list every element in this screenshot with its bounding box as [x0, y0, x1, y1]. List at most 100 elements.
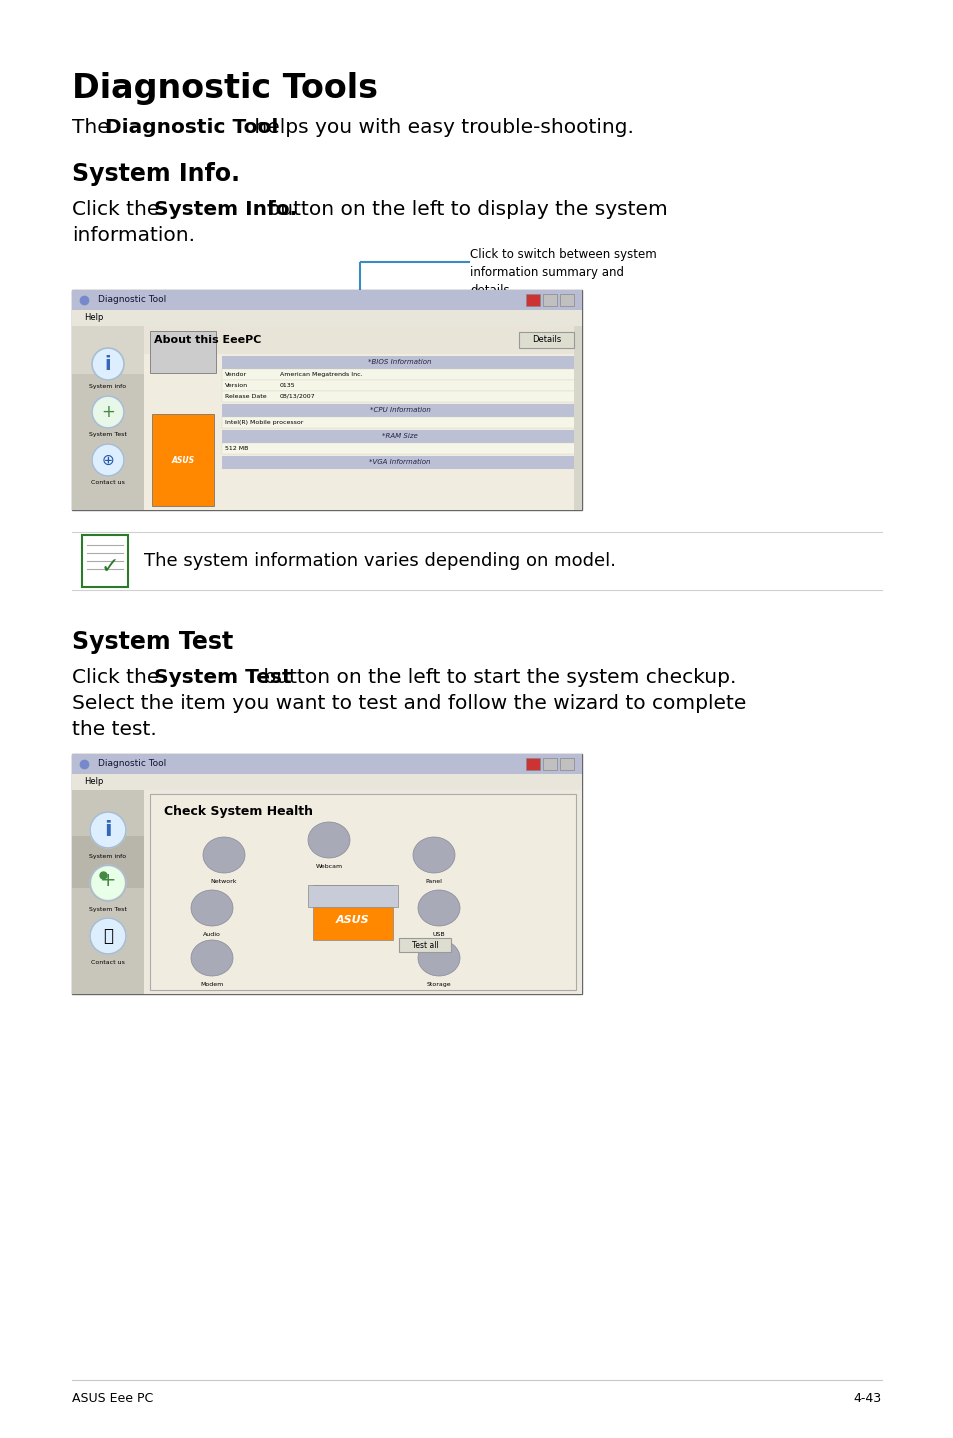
- Text: +: +: [100, 871, 116, 890]
- Bar: [398, 938, 451, 952]
- Text: i: i: [104, 820, 112, 840]
- Ellipse shape: [413, 837, 455, 873]
- Text: Intel(R) Mobile processor: Intel(R) Mobile processor: [225, 420, 303, 426]
- Text: System Info.: System Info.: [71, 162, 240, 186]
- Text: *CPU Information: *CPU Information: [369, 407, 430, 414]
- Text: the test.: the test.: [71, 720, 156, 739]
- Circle shape: [90, 866, 126, 902]
- Text: ✓: ✓: [101, 557, 119, 577]
- Ellipse shape: [308, 823, 350, 858]
- Ellipse shape: [191, 940, 233, 976]
- Text: Click the: Click the: [71, 200, 166, 219]
- Text: 0135: 0135: [280, 383, 295, 388]
- Text: ⊕: ⊕: [102, 453, 114, 467]
- Circle shape: [91, 867, 124, 899]
- Text: Webcam: Webcam: [315, 864, 342, 869]
- Text: Diagnostic Tool: Diagnostic Tool: [105, 118, 278, 137]
- Text: *VGA Information: *VGA Information: [369, 460, 431, 466]
- Bar: [144, 789, 581, 994]
- Text: 512 MB: 512 MB: [225, 446, 248, 452]
- Bar: [518, 332, 574, 348]
- Bar: [150, 331, 215, 372]
- Bar: [150, 794, 576, 989]
- Bar: [222, 357, 578, 370]
- Bar: [542, 293, 557, 306]
- Ellipse shape: [417, 940, 459, 976]
- Bar: [144, 326, 581, 354]
- Bar: [222, 370, 578, 380]
- Text: button on the left to start the system checkup.: button on the left to start the system c…: [256, 669, 736, 687]
- Text: information.: information.: [71, 226, 194, 244]
- Bar: [71, 774, 581, 789]
- Text: The system information varies depending on model.: The system information varies depending …: [144, 552, 616, 569]
- Text: ASUS Eee PC: ASUS Eee PC: [71, 1392, 153, 1405]
- Circle shape: [91, 920, 124, 952]
- Text: System info: System info: [90, 384, 127, 390]
- Circle shape: [90, 812, 126, 848]
- Bar: [313, 884, 393, 939]
- Text: System Test: System Test: [89, 431, 127, 437]
- Text: USB: USB: [433, 932, 445, 938]
- Ellipse shape: [417, 890, 459, 926]
- Text: Audio: Audio: [203, 932, 221, 938]
- Text: Storage: Storage: [426, 982, 451, 986]
- Text: +: +: [101, 403, 114, 421]
- Text: Click to switch between system
information summary and
details: Click to switch between system informati…: [470, 247, 656, 298]
- Circle shape: [91, 395, 124, 429]
- Text: About this EeePC: About this EeePC: [153, 335, 261, 345]
- Text: System Info.: System Info.: [153, 200, 296, 219]
- Text: Network: Network: [211, 879, 237, 884]
- Text: 🌐: 🌐: [103, 928, 112, 945]
- Bar: [222, 443, 578, 454]
- Text: Contact us: Contact us: [91, 480, 125, 485]
- Text: Help: Help: [84, 778, 103, 787]
- Bar: [71, 311, 581, 326]
- Bar: [222, 404, 578, 417]
- Bar: [559, 293, 574, 306]
- Ellipse shape: [191, 890, 233, 926]
- Text: Panel: Panel: [425, 879, 442, 884]
- Text: *RAM Size: *RAM Size: [382, 433, 417, 440]
- Bar: [222, 456, 578, 469]
- Text: Select the item you want to test and follow the wizard to complete: Select the item you want to test and fol…: [71, 695, 745, 713]
- Bar: [525, 293, 539, 306]
- Text: System Test: System Test: [71, 630, 233, 654]
- Text: System Test: System Test: [89, 907, 127, 912]
- Text: helps you with easy trouble-shooting.: helps you with easy trouble-shooting.: [248, 118, 633, 137]
- Text: Diagnostic Tool: Diagnostic Tool: [98, 295, 166, 305]
- Ellipse shape: [203, 837, 245, 873]
- Bar: [71, 789, 144, 994]
- Text: Test all: Test all: [411, 940, 438, 949]
- Text: 08/13/2007: 08/13/2007: [280, 394, 315, 398]
- Bar: [222, 417, 578, 429]
- Text: Modem: Modem: [200, 982, 223, 986]
- Text: ASUS: ASUS: [335, 915, 370, 925]
- Bar: [525, 758, 539, 769]
- Bar: [222, 380, 578, 391]
- Bar: [308, 884, 397, 906]
- Bar: [82, 535, 128, 587]
- Circle shape: [90, 917, 126, 953]
- Bar: [152, 414, 213, 506]
- Circle shape: [94, 398, 122, 426]
- Bar: [144, 326, 581, 510]
- Text: Vendor: Vendor: [225, 372, 247, 377]
- Text: Release Date: Release Date: [225, 394, 266, 398]
- Text: *BIOS Information: *BIOS Information: [368, 360, 432, 365]
- Bar: [574, 326, 581, 510]
- Bar: [71, 754, 581, 994]
- Text: ASUS: ASUS: [172, 456, 194, 464]
- Bar: [222, 430, 578, 443]
- Text: Diagnostic Tool: Diagnostic Tool: [98, 759, 166, 768]
- Text: Details: Details: [532, 335, 560, 345]
- Text: Version: Version: [225, 383, 248, 388]
- Text: Help: Help: [84, 313, 103, 322]
- Bar: [71, 326, 144, 510]
- Bar: [222, 391, 578, 403]
- Text: The: The: [71, 118, 116, 137]
- Circle shape: [94, 446, 122, 475]
- Text: button on the left to display the system: button on the left to display the system: [261, 200, 667, 219]
- Bar: [71, 326, 144, 374]
- Circle shape: [91, 444, 124, 476]
- Bar: [559, 758, 574, 769]
